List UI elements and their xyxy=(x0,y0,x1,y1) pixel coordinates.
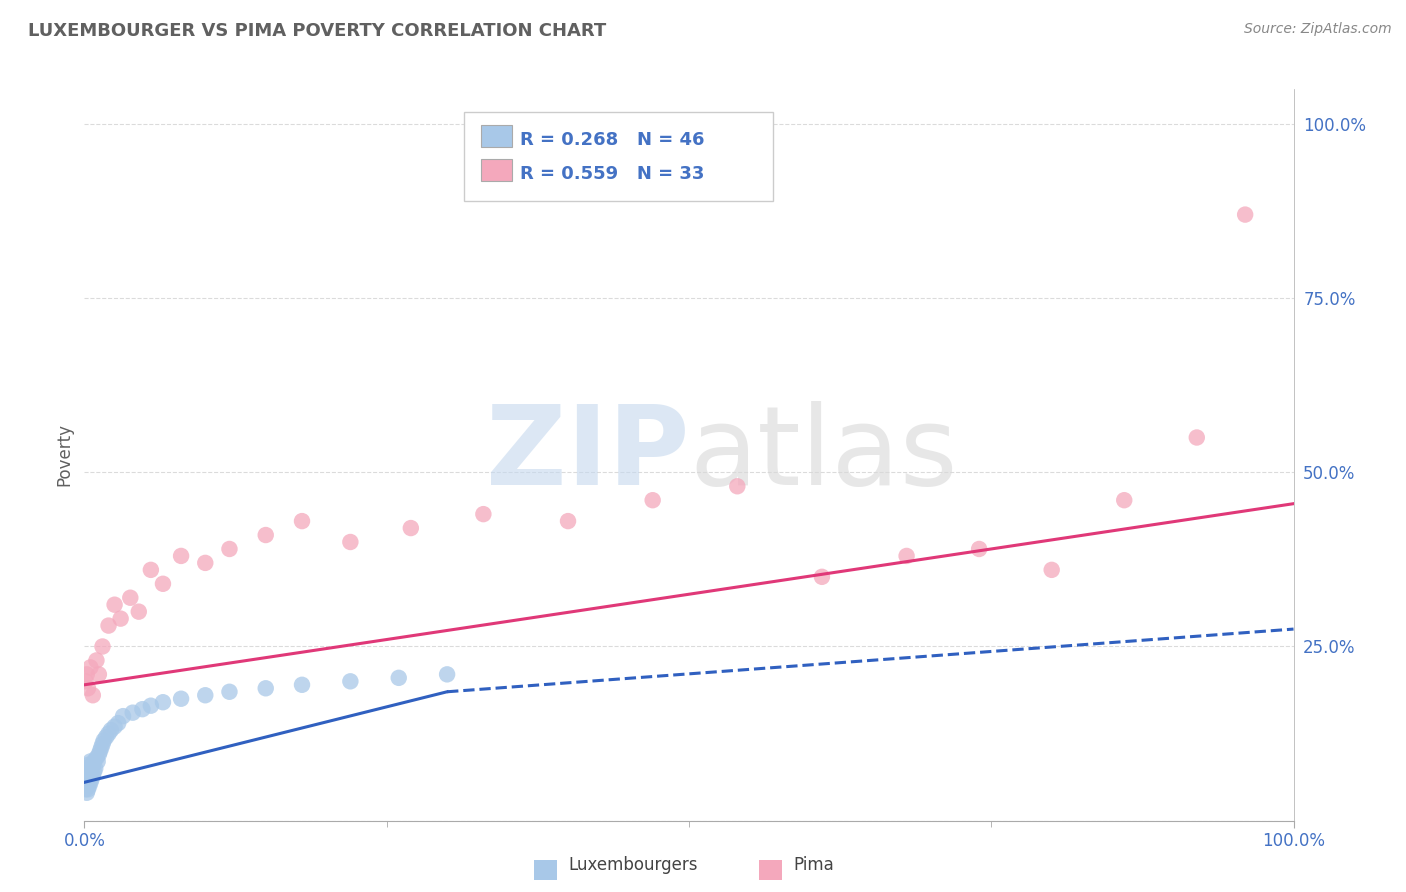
Point xyxy=(86,653,108,667)
Point xyxy=(388,671,411,685)
Point xyxy=(339,535,361,549)
Point xyxy=(1234,208,1257,222)
Point xyxy=(291,514,314,528)
Point xyxy=(76,775,98,789)
Y-axis label: Poverty: Poverty xyxy=(55,424,73,486)
Point xyxy=(107,716,129,731)
Point xyxy=(100,723,122,737)
Point xyxy=(90,740,112,755)
Point xyxy=(120,591,142,605)
Point xyxy=(152,695,174,709)
Point xyxy=(254,681,277,696)
Point xyxy=(1114,493,1136,508)
Point xyxy=(79,660,101,674)
Point xyxy=(77,768,100,782)
Point xyxy=(77,772,100,786)
Point xyxy=(218,685,240,699)
Point xyxy=(79,775,101,789)
Point xyxy=(967,541,990,556)
Point xyxy=(110,612,132,626)
Point xyxy=(104,720,127,734)
Text: Source: ZipAtlas.com: Source: ZipAtlas.com xyxy=(1244,22,1392,37)
Point xyxy=(1185,430,1208,444)
Point xyxy=(82,768,104,782)
Point xyxy=(87,667,110,681)
Point xyxy=(194,556,217,570)
Point xyxy=(472,507,495,521)
Point xyxy=(80,761,103,775)
Point xyxy=(76,786,98,800)
Point xyxy=(77,782,100,797)
Point xyxy=(79,755,101,769)
Point xyxy=(75,674,97,689)
Point xyxy=(77,758,100,772)
Text: R = 0.559   N = 33: R = 0.559 N = 33 xyxy=(520,165,704,183)
Point xyxy=(641,493,664,508)
Point xyxy=(83,764,105,779)
Text: Luxembourgers: Luxembourgers xyxy=(568,856,697,874)
Point xyxy=(254,528,277,542)
Point xyxy=(152,576,174,591)
Point xyxy=(80,772,103,786)
Point xyxy=(399,521,422,535)
Point xyxy=(112,709,135,723)
Point xyxy=(194,688,217,702)
Text: ZIP: ZIP xyxy=(485,401,689,508)
Text: R = 0.268   N = 46: R = 0.268 N = 46 xyxy=(520,131,704,149)
Point xyxy=(79,764,101,779)
Point xyxy=(91,737,114,751)
Point xyxy=(131,702,153,716)
Point xyxy=(436,667,458,681)
Point xyxy=(97,726,120,740)
Point xyxy=(75,772,97,786)
Point xyxy=(104,598,127,612)
Point xyxy=(93,733,115,747)
Point xyxy=(77,681,100,696)
Point xyxy=(139,698,162,713)
Text: LUXEMBOURGER VS PIMA POVERTY CORRELATION CHART: LUXEMBOURGER VS PIMA POVERTY CORRELATION… xyxy=(28,22,606,40)
Point xyxy=(170,549,193,563)
Point xyxy=(128,605,150,619)
Point xyxy=(170,691,193,706)
Point xyxy=(811,570,834,584)
Point xyxy=(75,782,97,797)
Point xyxy=(82,688,104,702)
Point xyxy=(83,755,105,769)
Point xyxy=(94,730,117,744)
Point xyxy=(725,479,748,493)
Point xyxy=(82,758,104,772)
Point xyxy=(87,747,110,762)
Point xyxy=(76,764,98,779)
Point xyxy=(218,541,240,556)
Point xyxy=(75,761,97,775)
Point xyxy=(291,678,314,692)
Point xyxy=(76,667,98,681)
Point xyxy=(86,751,108,765)
Text: atlas: atlas xyxy=(689,401,957,508)
Point xyxy=(139,563,162,577)
Point xyxy=(896,549,918,563)
Point xyxy=(121,706,143,720)
Point xyxy=(339,674,361,689)
Point xyxy=(97,618,120,632)
Point xyxy=(86,755,108,769)
Text: Pima: Pima xyxy=(793,856,834,874)
Point xyxy=(91,640,114,654)
Point xyxy=(77,779,100,793)
Point xyxy=(89,744,111,758)
Point xyxy=(1040,563,1063,577)
Point xyxy=(84,761,107,775)
Point xyxy=(557,514,579,528)
